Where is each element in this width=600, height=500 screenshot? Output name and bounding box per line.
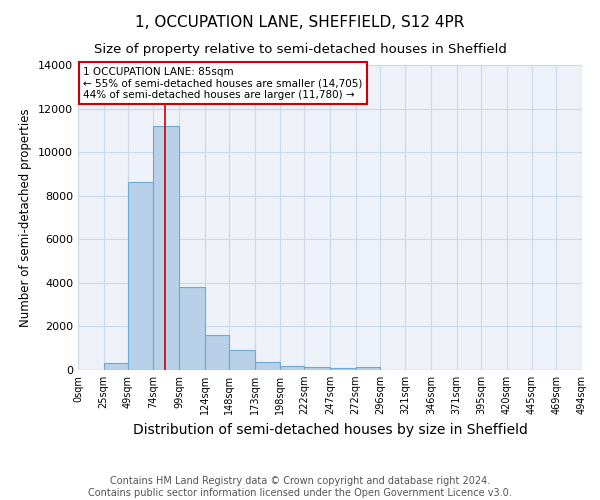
Bar bbox=[330, 368, 356, 370]
Text: Size of property relative to semi-detached houses in Sheffield: Size of property relative to semi-detach… bbox=[94, 42, 506, 56]
Text: 1, OCCUPATION LANE, SHEFFIELD, S12 4PR: 1, OCCUPATION LANE, SHEFFIELD, S12 4PR bbox=[136, 15, 464, 30]
Bar bbox=[128, 182, 154, 370]
Text: 1 OCCUPATION LANE: 85sqm
← 55% of semi-detached houses are smaller (14,705)
44% : 1 OCCUPATION LANE: 85sqm ← 55% of semi-d… bbox=[83, 66, 362, 100]
Bar bbox=[356, 366, 380, 370]
Bar bbox=[104, 364, 128, 370]
Bar bbox=[154, 126, 179, 370]
Bar bbox=[179, 287, 205, 370]
Bar bbox=[280, 366, 304, 370]
Bar bbox=[205, 335, 229, 370]
Bar bbox=[229, 350, 254, 370]
Bar bbox=[254, 362, 280, 370]
Text: Contains HM Land Registry data © Crown copyright and database right 2024.
Contai: Contains HM Land Registry data © Crown c… bbox=[88, 476, 512, 498]
Y-axis label: Number of semi-detached properties: Number of semi-detached properties bbox=[19, 108, 32, 327]
Bar bbox=[304, 368, 330, 370]
X-axis label: Distribution of semi-detached houses by size in Sheffield: Distribution of semi-detached houses by … bbox=[133, 422, 527, 436]
